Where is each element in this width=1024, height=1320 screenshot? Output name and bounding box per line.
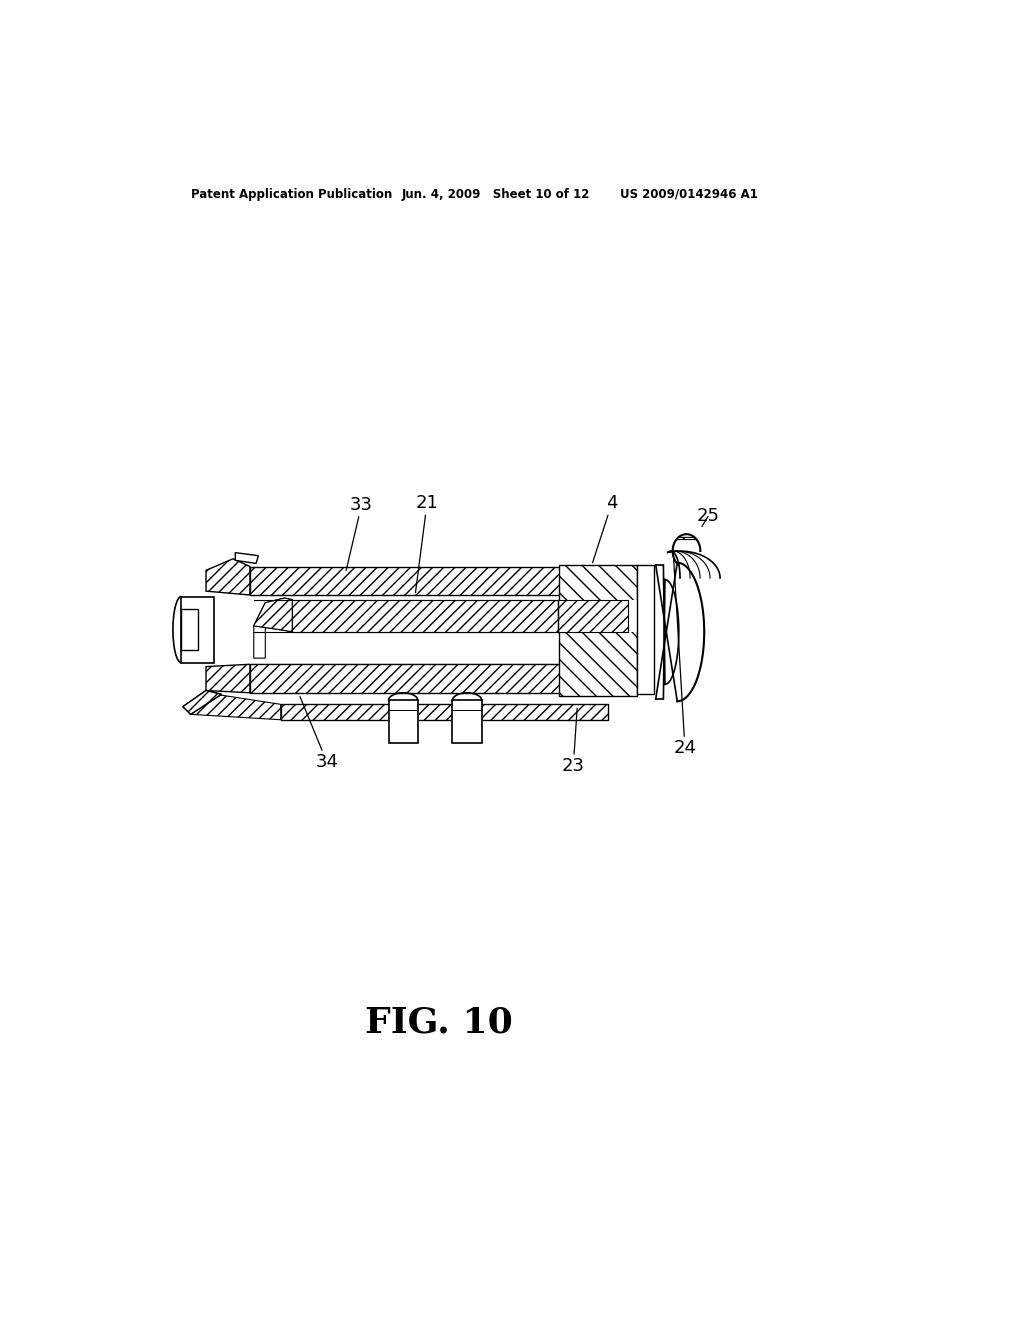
Text: 24: 24 xyxy=(674,554,696,758)
Polygon shape xyxy=(250,664,639,693)
Bar xyxy=(453,701,481,743)
Text: 21: 21 xyxy=(416,495,438,593)
Text: 23: 23 xyxy=(562,708,585,775)
Polygon shape xyxy=(183,690,221,714)
Polygon shape xyxy=(559,565,637,696)
Bar xyxy=(281,705,608,719)
Text: US 2009/0142946 A1: US 2009/0142946 A1 xyxy=(621,187,758,201)
Polygon shape xyxy=(250,566,639,595)
Bar xyxy=(388,701,418,743)
Polygon shape xyxy=(190,693,281,719)
Polygon shape xyxy=(292,599,558,632)
Polygon shape xyxy=(639,569,652,593)
Bar xyxy=(181,597,214,663)
Polygon shape xyxy=(206,664,250,693)
Polygon shape xyxy=(677,537,695,540)
Polygon shape xyxy=(236,553,258,564)
Polygon shape xyxy=(206,558,250,595)
Polygon shape xyxy=(183,690,221,714)
Text: 25: 25 xyxy=(696,507,720,527)
Bar xyxy=(637,565,654,694)
Text: 33: 33 xyxy=(346,496,373,570)
Text: Jun. 4, 2009   Sheet 10 of 12: Jun. 4, 2009 Sheet 10 of 12 xyxy=(401,187,590,201)
Text: FIG. 10: FIG. 10 xyxy=(365,1006,512,1039)
Text: 4: 4 xyxy=(593,495,617,562)
Polygon shape xyxy=(254,603,265,659)
Polygon shape xyxy=(558,599,628,632)
Bar xyxy=(559,599,637,632)
Text: Patent Application Publication: Patent Application Publication xyxy=(190,187,392,201)
Text: 34: 34 xyxy=(300,697,338,771)
Polygon shape xyxy=(254,598,292,632)
Polygon shape xyxy=(254,598,292,632)
Bar xyxy=(181,609,199,651)
